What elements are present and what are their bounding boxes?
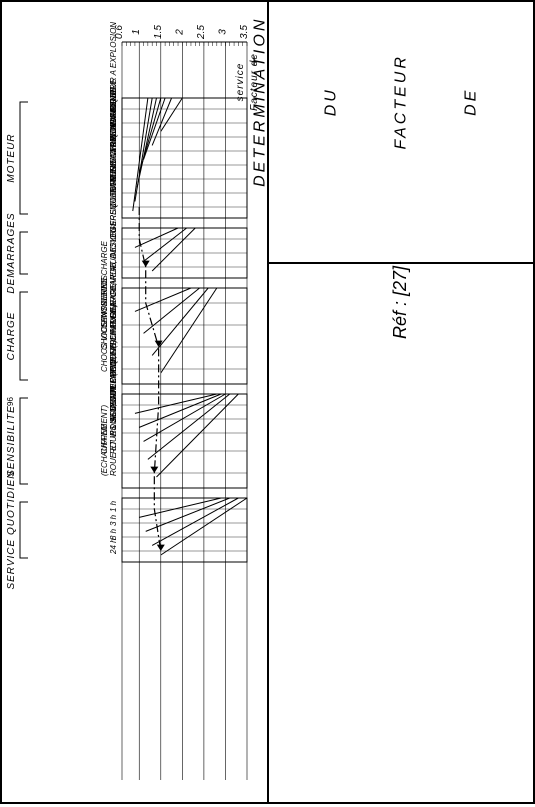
page-frame: DETERMINATION DU FACTEUR DE SERVICE Réf … xyxy=(0,0,535,804)
nomograph-chart: 3.532.521.510.6Facteur deserviceMOTEUR A… xyxy=(2,2,267,802)
svg-text:CHARGE: CHARGE xyxy=(6,312,17,361)
svg-text:Facteur de: Facteur de xyxy=(249,53,260,111)
svg-text:2: 2 xyxy=(174,29,185,36)
svg-text:1 h: 1 h xyxy=(109,500,118,512)
title-line: DU xyxy=(322,88,339,117)
svg-text:SENSIBILITE: SENSIBILITE xyxy=(6,405,17,477)
title-line: FACTEUR xyxy=(392,55,409,150)
svg-text:(ECHAUFFEMENT): (ECHAUFFEMENT) xyxy=(100,405,109,476)
svg-text:CHOCS VIOLENTS: CHOCS VIOLENTS xyxy=(100,301,109,372)
svg-text:DEMARRAGES: DEMARRAGES xyxy=(6,212,17,293)
svg-text:8 h: 8 h xyxy=(109,528,118,540)
svg-text:MOTEUR: MOTEUR xyxy=(6,133,17,182)
page-number: 96 xyxy=(6,397,15,406)
chart-svg: 3.532.521.510.6Facteur deserviceMOTEUR A… xyxy=(2,2,267,802)
svg-text:3: 3 xyxy=(217,29,228,35)
reference-text: Réf : [27] xyxy=(390,265,411,338)
svg-text:service: service xyxy=(235,63,246,102)
title-block: DETERMINATION DU FACTEUR DE SERVICE Réf … xyxy=(267,2,533,802)
svg-text:24 h: 24 h xyxy=(109,538,118,555)
svg-text:3.5: 3.5 xyxy=(239,25,250,39)
title-line: DE xyxy=(463,88,480,116)
svg-text:SERVICE QUOTIDIEN: SERVICE QUOTIDIEN xyxy=(6,470,17,589)
svg-text:2.5: 2.5 xyxy=(196,25,207,40)
title-upper: DETERMINATION DU FACTEUR DE SERVICE xyxy=(269,2,533,264)
svg-text:1: 1 xyxy=(131,29,142,35)
svg-text:ROUE ET VIS SANS FIN: ROUE ET VIS SANS FIN xyxy=(109,386,118,476)
svg-text:3 h: 3 h xyxy=(109,514,118,526)
svg-text:1.5: 1.5 xyxy=(153,25,164,39)
reference-block: Réf : [27] xyxy=(269,262,533,342)
